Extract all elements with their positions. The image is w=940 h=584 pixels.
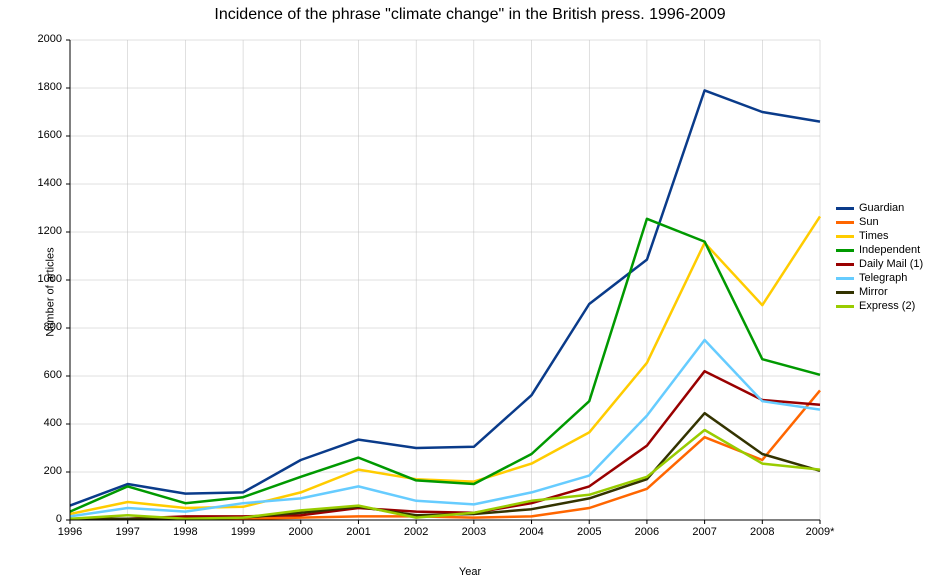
- y-tick-label: 600: [0, 369, 62, 381]
- y-tick-label: 200: [0, 465, 62, 477]
- series-line: [70, 219, 820, 512]
- series-line: [70, 340, 820, 516]
- legend-item: Daily Mail (1): [836, 258, 923, 270]
- x-tick-label: 2003: [462, 526, 486, 538]
- legend-label: Times: [859, 230, 889, 242]
- x-tick-label: 1999: [231, 526, 255, 538]
- legend-swatch: [836, 291, 854, 294]
- x-tick-label: 2005: [577, 526, 601, 538]
- x-tick-label: 1997: [115, 526, 139, 538]
- x-tick-label: 2006: [635, 526, 659, 538]
- x-tick-label: 2004: [519, 526, 543, 538]
- legend-swatch: [836, 305, 854, 308]
- legend-item: Telegraph: [836, 272, 923, 284]
- series-line: [70, 390, 820, 518]
- series-line: [70, 216, 820, 514]
- y-tick-label: 1200: [0, 225, 62, 237]
- y-tick-label: 1000: [0, 273, 62, 285]
- y-tick-label: 1800: [0, 81, 62, 93]
- legend-swatch: [836, 221, 854, 224]
- legend-item: Times: [836, 230, 923, 242]
- legend: Guardian Sun Times Independent Daily Mail (1…: [836, 200, 923, 314]
- legend-swatch: [836, 263, 854, 266]
- legend-label: Telegraph: [859, 272, 907, 284]
- legend-item: Sun: [836, 216, 923, 228]
- x-tick-label: 1996: [58, 526, 82, 538]
- y-tick-label: 1400: [0, 177, 62, 189]
- legend-swatch: [836, 207, 854, 210]
- legend-swatch: [836, 277, 854, 280]
- legend-item: Independent: [836, 244, 923, 256]
- legend-swatch: [836, 235, 854, 238]
- legend-item: Express (2): [836, 300, 923, 312]
- y-tick-label: 400: [0, 417, 62, 429]
- legend-label: Guardian: [859, 202, 904, 214]
- x-tick-label: 2007: [692, 526, 716, 538]
- legend-item: Mirror: [836, 286, 923, 298]
- legend-item: Guardian: [836, 202, 923, 214]
- legend-label: Independent: [859, 244, 920, 256]
- x-tick-label: 2002: [404, 526, 428, 538]
- x-tick-label: 2009*: [806, 526, 835, 538]
- legend-label: Daily Mail (1): [859, 258, 923, 270]
- series-line: [70, 371, 820, 519]
- x-tick-label: 2001: [346, 526, 370, 538]
- series-line: [70, 430, 820, 519]
- legend-label: Sun: [859, 216, 879, 228]
- legend-label: Mirror: [859, 286, 888, 298]
- legend-swatch: [836, 249, 854, 252]
- y-tick-label: 0: [0, 513, 62, 525]
- legend-label: Express (2): [859, 300, 915, 312]
- series-line: [70, 90, 820, 505]
- y-tick-label: 800: [0, 321, 62, 333]
- plot-area: [0, 0, 940, 584]
- x-tick-label: 2000: [289, 526, 313, 538]
- y-tick-label: 2000: [0, 33, 62, 45]
- x-tick-label: 2008: [750, 526, 774, 538]
- y-tick-label: 1600: [0, 129, 62, 141]
- x-tick-label: 1998: [173, 526, 197, 538]
